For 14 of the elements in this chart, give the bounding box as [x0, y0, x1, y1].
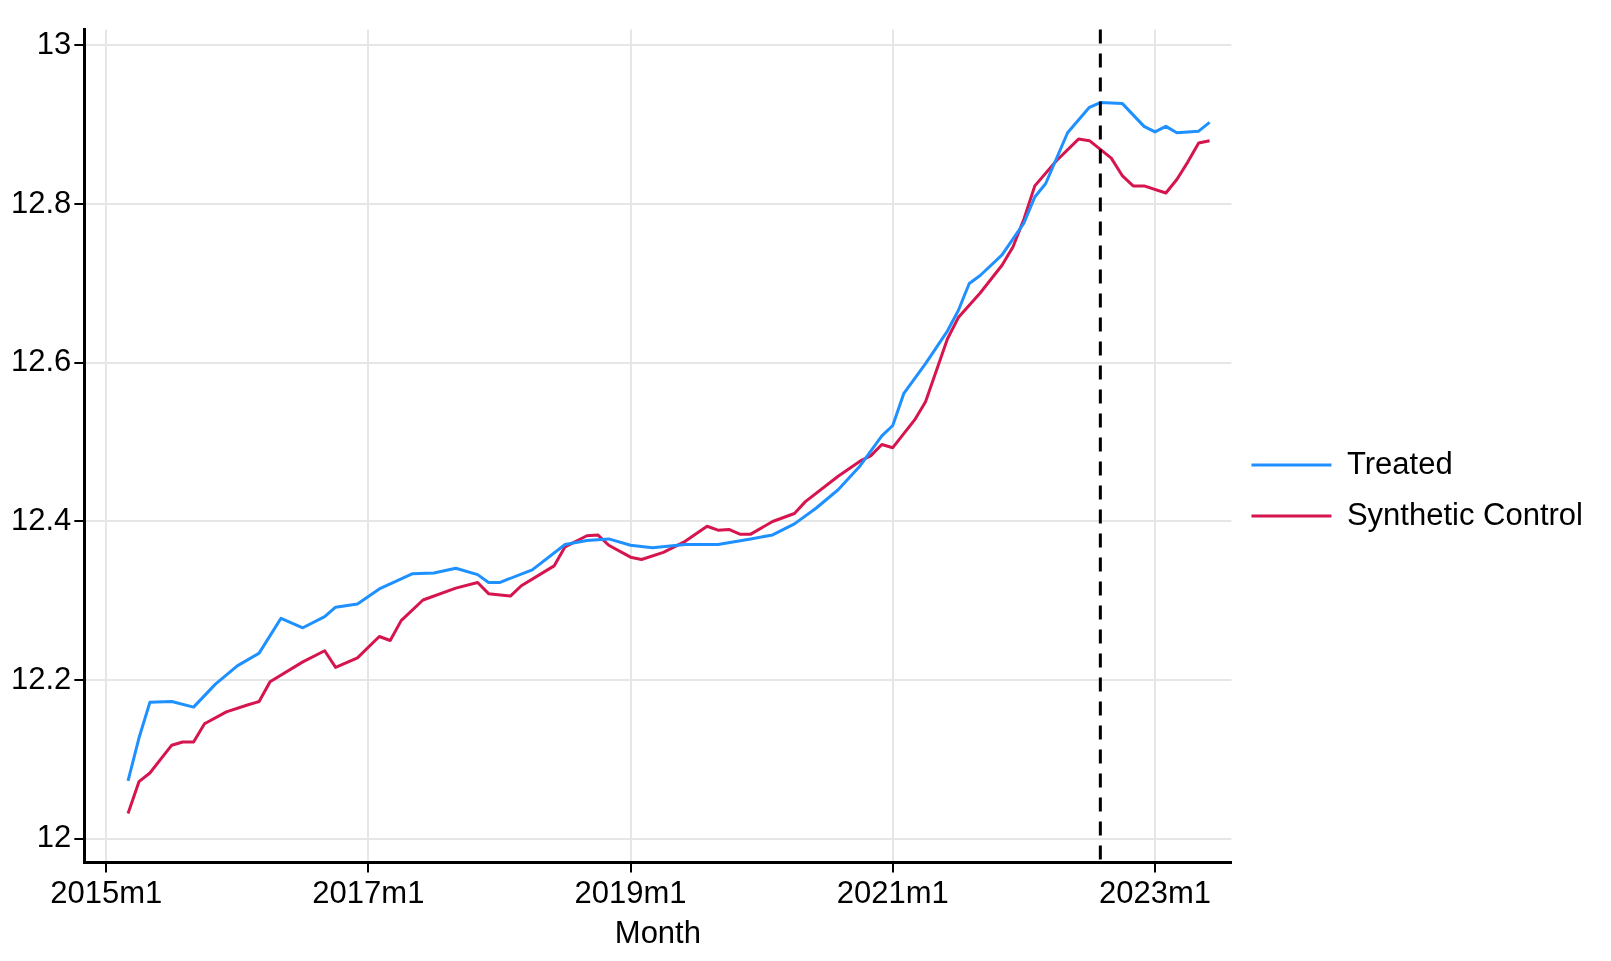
- x-tick-label: 2021m1: [836, 874, 949, 910]
- x-tick-label: 2023m1: [1098, 874, 1211, 910]
- y-tick-label: 12.2: [10, 660, 72, 696]
- y-tick-label: 13: [36, 26, 72, 62]
- x-tick-label: 2015m1: [50, 874, 163, 910]
- y-tick-label: 12.8: [10, 184, 72, 220]
- y-tick-label: 12: [36, 819, 72, 855]
- legend-label: Synthetic Control: [1346, 496, 1584, 532]
- legend-label: Treated: [1346, 445, 1453, 481]
- x-axis-title: Month: [614, 914, 701, 950]
- x-tick-label: 2017m1: [312, 874, 425, 910]
- x-tick-label: 2019m1: [574, 874, 687, 910]
- y-tick-label: 12.4: [10, 502, 72, 538]
- y-tick-label: 12.6: [10, 343, 72, 379]
